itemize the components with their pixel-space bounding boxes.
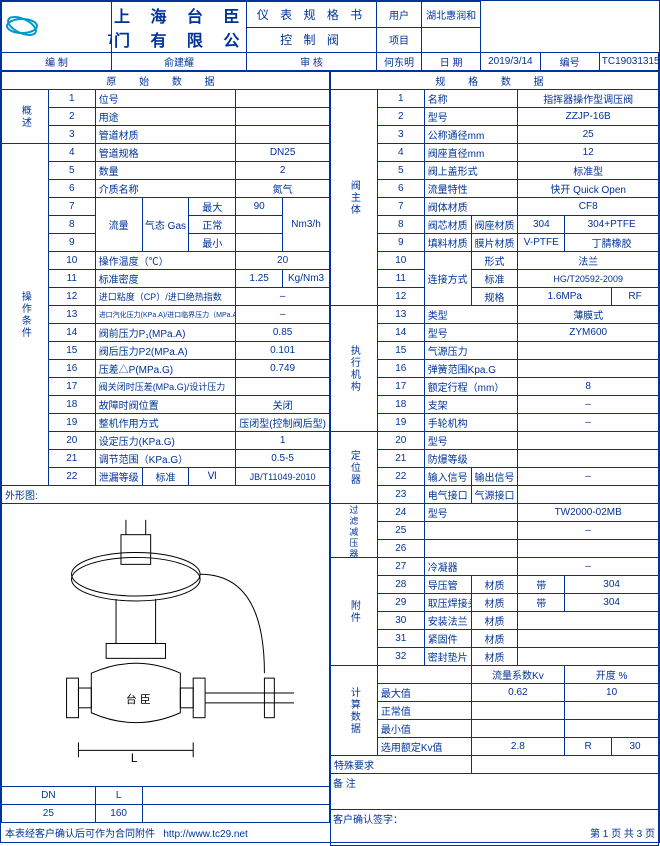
user-value: 湖北惠润和 <box>422 2 481 28</box>
date-label: 日 期 <box>422 53 481 71</box>
project-label: 项目 <box>377 27 422 53</box>
op-cond-label: 操作条件 <box>2 144 49 486</box>
serial-value: TC19031315YB <box>599 53 658 71</box>
company-name: 上 海 台 臣 阀 门 有 限 公 司 <box>112 2 247 53</box>
user-label: 用户 <box>377 2 422 28</box>
calc-label: 计算数据 <box>331 666 378 756</box>
body-label: 阀主体 <box>331 90 378 306</box>
valve-diagram: L 台 臣 <box>2 504 330 787</box>
right-section-title: 规 格 数 据 <box>331 72 659 90</box>
reviewed-label: 审 核 <box>247 53 377 71</box>
compiled-label: 编 制 <box>2 53 112 71</box>
spec-title: 仪 表 规 格 书 <box>247 2 377 28</box>
accessory-label: 附件 <box>331 558 378 666</box>
compiled-value: 俞建耀 <box>112 53 247 71</box>
diagram-label: 外形图: <box>2 486 330 504</box>
reviewed-value: 何东明 <box>377 53 422 71</box>
spec-sheet: Tai CHen 上 海 台 臣 阀 门 有 限 公 司 仪 表 规 格 书 用… <box>0 0 660 843</box>
logo-text: Tai CHen <box>107 31 112 47</box>
filter-label: 过滤减压器 <box>331 504 378 558</box>
serial-label: 编号 <box>540 53 599 71</box>
left-section-title: 原 始 数 据 <box>2 72 330 90</box>
footer: 本表经客户确认后可作为合同附件 http://www.tc29.net 第 1 … <box>5 825 655 840</box>
svg-text:台 臣: 台 臣 <box>126 692 151 706</box>
overview-label: 概述 <box>2 90 49 144</box>
remark-label: 备 注 <box>331 774 659 810</box>
project-value <box>422 27 481 53</box>
spec-sub: 控 制 阀 <box>247 27 377 53</box>
actuator-label: 执行机构 <box>331 306 378 432</box>
svg-text:L: L <box>131 751 138 765</box>
date-value: 2019/3/14 <box>481 53 540 71</box>
positioner-label: 定位器 <box>331 432 378 504</box>
logo-cell: Tai CHen <box>2 2 112 53</box>
